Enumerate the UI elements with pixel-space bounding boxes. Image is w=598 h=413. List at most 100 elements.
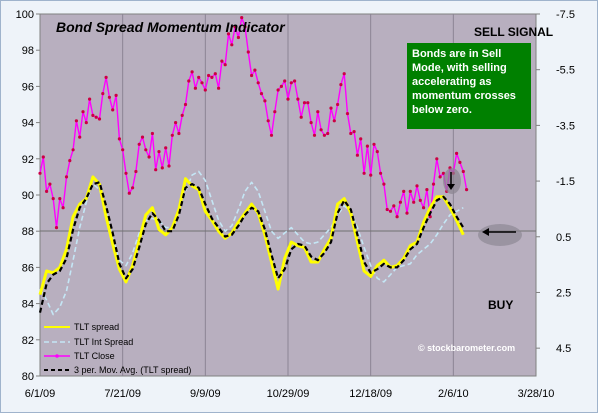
tlt-close-point <box>197 75 201 79</box>
tlt-close-point <box>326 131 330 136</box>
tlt-close-point <box>316 110 320 114</box>
legend-tlt-int-spread: TLT Int Spread <box>74 337 133 347</box>
left-tick-label: 100 <box>16 9 34 21</box>
tlt-close-point <box>117 137 121 141</box>
tlt-close-point <box>352 130 356 134</box>
tlt-close-point <box>101 92 105 96</box>
tlt-close-point <box>183 102 188 107</box>
tlt-close-point <box>375 150 379 154</box>
tlt-close-point <box>322 133 326 137</box>
tlt-close-point <box>54 226 59 230</box>
tlt-close-point <box>147 155 151 159</box>
tlt-close-point <box>127 191 131 195</box>
tlt-close-point <box>395 215 399 219</box>
tlt-close-point <box>392 204 396 208</box>
tlt-close-point <box>38 171 42 175</box>
tlt-close-point <box>240 16 244 20</box>
down-arrow-marker <box>443 168 461 194</box>
tlt-close-point <box>220 59 224 63</box>
right-tick-label: -7.5 <box>556 9 575 21</box>
tlt-close-point <box>279 84 283 88</box>
tlt-close-point <box>137 142 141 146</box>
tlt-close-point <box>97 117 102 121</box>
left-tick-label: 92 <box>22 154 34 166</box>
tlt-close-point <box>362 171 366 175</box>
tlt-close-point <box>355 153 359 157</box>
note-line: momentum crosses <box>412 90 516 102</box>
tlt-close-point <box>177 131 181 136</box>
tlt-close-point <box>302 101 307 105</box>
tlt-close-point <box>422 206 426 210</box>
tlt-close-point <box>256 81 260 85</box>
tlt-close-point <box>263 99 267 103</box>
note-line: Bonds are in Sell <box>412 48 502 60</box>
tlt-close-point <box>312 133 317 137</box>
left-axis-ticks: 80 82 84 86 88 90 92 94 96 98 100 <box>16 9 40 383</box>
tlt-close-point <box>243 25 247 29</box>
tlt-close-point <box>104 75 108 79</box>
tlt-close-point <box>465 188 469 192</box>
x-tick-label: 7/21/09 <box>104 388 141 400</box>
tlt-close-point <box>51 197 55 201</box>
tlt-close-point <box>349 131 353 136</box>
tlt-close-point <box>61 206 65 210</box>
tlt-close-point <box>415 184 419 188</box>
tlt-close-point <box>461 169 465 174</box>
tlt-close-point <box>273 110 277 114</box>
tlt-close-point <box>131 186 135 190</box>
buy-label: BUY <box>488 298 513 312</box>
left-arrow-marker <box>478 224 522 246</box>
right-tick-label: 0.5 <box>556 232 571 244</box>
tlt-close-point <box>190 70 194 74</box>
tlt-close-point <box>342 72 346 76</box>
tlt-close-point <box>167 164 171 168</box>
series-line-tlt-close <box>39 16 468 229</box>
tlt-close-point <box>269 133 274 137</box>
right-tick-label: -5.5 <box>556 65 575 77</box>
tlt-close-point <box>382 182 386 186</box>
left-tick-label: 98 <box>22 45 34 57</box>
tlt-close-point <box>134 169 138 174</box>
tlt-close-point <box>111 108 115 112</box>
tlt-close-point <box>339 83 343 87</box>
series-line-3-per-mov-avg-tlt-spread <box>38 181 465 313</box>
tlt-close-point <box>217 86 221 90</box>
right-tick-label: 4.5 <box>556 343 571 355</box>
tlt-close-point <box>266 119 270 123</box>
tlt-close-point <box>296 97 300 101</box>
x-tick-label: 12/18/09 <box>349 388 392 400</box>
tlt-close-point <box>458 160 462 164</box>
legend-tlt-close: TLT Close <box>74 351 115 361</box>
legend-tlt-spread: TLT spread <box>74 322 119 332</box>
tlt-close-point <box>64 175 69 179</box>
tlt-close-point <box>200 81 204 85</box>
tlt-close-point <box>74 119 78 123</box>
right-tick-label: -1.5 <box>556 176 575 188</box>
tlt-close-point <box>157 150 161 154</box>
tlt-close-point <box>81 110 85 114</box>
tlt-close-point <box>402 189 406 193</box>
tlt-close-point <box>230 43 234 47</box>
tlt-close-point <box>431 182 436 186</box>
tlt-close-point <box>210 75 214 79</box>
tlt-close-point <box>124 171 128 175</box>
tlt-close-point <box>418 198 422 202</box>
tlt-close-point <box>207 73 211 78</box>
left-tick-label: 88 <box>22 226 34 238</box>
tlt-close-point <box>332 119 336 123</box>
left-tick-label: 82 <box>22 335 34 347</box>
tlt-close-point <box>345 112 350 116</box>
tlt-close-point <box>236 35 240 40</box>
tlt-close-point <box>78 135 82 139</box>
tlt-close-point <box>359 137 363 141</box>
tlt-close-point <box>398 200 402 204</box>
note-line: Mode, with selling <box>412 62 507 74</box>
tlt-close-point <box>140 135 145 139</box>
tlt-close-point <box>91 113 95 117</box>
tlt-close-point <box>187 79 191 83</box>
tlt-close-point <box>425 188 429 192</box>
tlt-close-point <box>203 88 207 92</box>
tlt-close-point <box>438 175 442 179</box>
tlt-close-point <box>289 81 293 85</box>
x-tick-label: 6/1/09 <box>25 388 56 400</box>
